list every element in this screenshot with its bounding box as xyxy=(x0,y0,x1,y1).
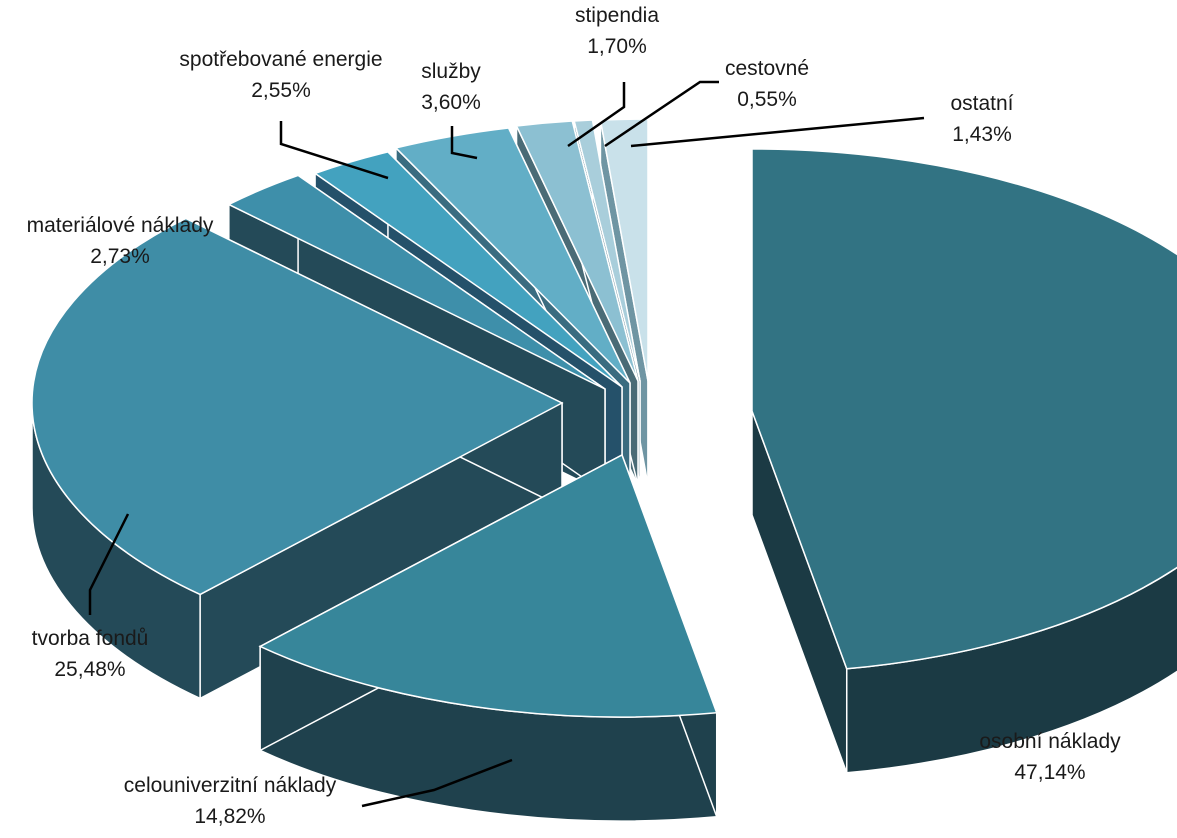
leader-line-stipendia xyxy=(567,82,626,148)
data-label-spotrebovane-energie: spotřebované energie 2,55% xyxy=(179,48,382,102)
data-label-ostatni: ostatní 1,43% xyxy=(950,92,1013,146)
data-label-value: 0,55% xyxy=(737,88,797,111)
slice-tvorba-fondu xyxy=(31,217,564,596)
slice-celouniverzitni-naklady xyxy=(258,453,718,718)
data-label-category: služby xyxy=(421,60,481,83)
leader-lines-group xyxy=(88,80,925,808)
data-label-value: 1,43% xyxy=(952,123,1012,146)
slice-stipendia xyxy=(515,120,639,382)
slice-cestovne xyxy=(573,119,641,382)
slice-osobni-naklady xyxy=(751,148,1177,670)
data-label-value: 1,70% xyxy=(587,35,647,58)
data-label-value: 47,14% xyxy=(1014,761,1085,784)
leader-line-tvorba-fondu xyxy=(88,513,130,615)
slice-materialove-naklady xyxy=(227,174,606,390)
data-label-value: 2,55% xyxy=(251,79,311,102)
data-label-category: osobní náklady xyxy=(979,730,1121,753)
slice-spotrebovane-energie xyxy=(313,151,623,388)
data-label-cestovne: cestovné 0,55% xyxy=(725,57,809,111)
data-label-osobni-naklady: osobní náklady 47,14% xyxy=(979,730,1121,784)
data-label-category: stipendia xyxy=(575,4,659,27)
data-label-category: materiálové náklady xyxy=(27,214,214,237)
leader-line-spotrebovane-energie xyxy=(279,121,389,180)
data-label-value: 14,82% xyxy=(194,805,265,828)
data-label-category: cestovné xyxy=(725,57,809,80)
data-label-category: celouniverzitní náklady xyxy=(124,774,337,797)
data-label-sluzby: služby 3,60% xyxy=(421,60,481,114)
data-labels-group: osobní náklady 47,14% celouniverzitní nákl… xyxy=(27,4,1122,828)
pie-slices-group xyxy=(31,118,1177,718)
data-label-tvorba-fondu: tvorba fondů 25,48% xyxy=(32,627,149,681)
data-label-value: 3,60% xyxy=(421,91,481,114)
leader-line-cestovne xyxy=(604,80,719,148)
data-label-celouniverzitni-naklady: celouniverzitní náklady 14,82% xyxy=(124,774,337,828)
data-label-category: tvorba fondů xyxy=(32,627,149,650)
data-label-stipendia: stipendia 1,70% xyxy=(575,4,659,58)
leader-line-sluzby xyxy=(450,126,478,160)
data-label-category: spotřebované energie xyxy=(179,48,382,71)
leader-line-celouniverzitni-naklady xyxy=(361,758,513,808)
data-label-value: 25,48% xyxy=(54,658,125,681)
data-label-category: ostatní xyxy=(950,92,1013,115)
slice-ostatni xyxy=(599,118,649,382)
data-label-materialove-naklady: materiálové náklady 2,73% xyxy=(27,214,214,268)
leader-line-ostatni xyxy=(630,116,925,148)
data-label-value: 2,73% xyxy=(90,245,150,268)
